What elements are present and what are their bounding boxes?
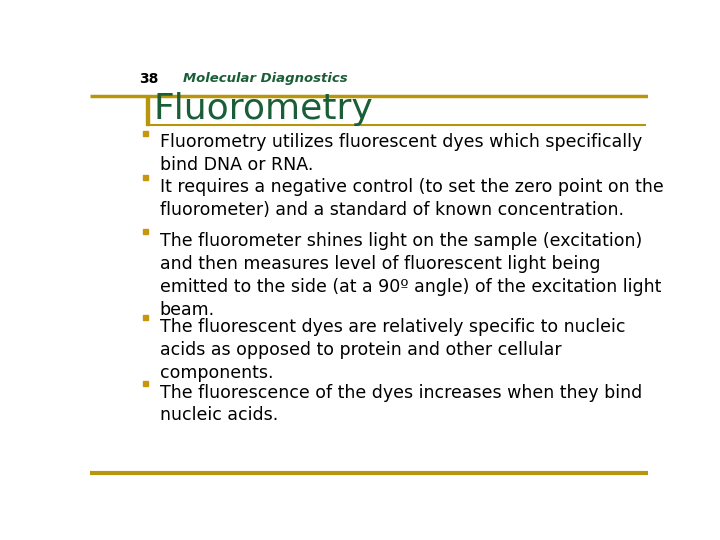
Bar bbox=[143, 315, 148, 320]
Text: The fluorescence of the dyes increases when they bind
nucleic acids.: The fluorescence of the dyes increases w… bbox=[160, 383, 642, 424]
Text: 38: 38 bbox=[139, 72, 158, 86]
Text: Molecular Diagnostics: Molecular Diagnostics bbox=[183, 72, 348, 85]
Text: Fluorometry utilizes fluorescent dyes which specifically
bind DNA or RNA.: Fluorometry utilizes fluorescent dyes wh… bbox=[160, 133, 642, 174]
Text: The fluorescent dyes are relatively specific to nucleic
acids as opposed to prot: The fluorescent dyes are relatively spec… bbox=[160, 318, 625, 382]
Text: It requires a negative control (to set the zero point on the
fluorometer) and a : It requires a negative control (to set t… bbox=[160, 178, 664, 219]
Bar bbox=[143, 131, 148, 136]
Bar bbox=[143, 229, 148, 234]
Text: The fluorometer shines light on the sample (excitation)
and then measures level : The fluorometer shines light on the samp… bbox=[160, 232, 661, 319]
Text: Fluorometry: Fluorometry bbox=[153, 92, 373, 126]
Bar bbox=[145, 97, 149, 125]
Bar bbox=[143, 381, 148, 386]
Bar bbox=[143, 176, 148, 180]
